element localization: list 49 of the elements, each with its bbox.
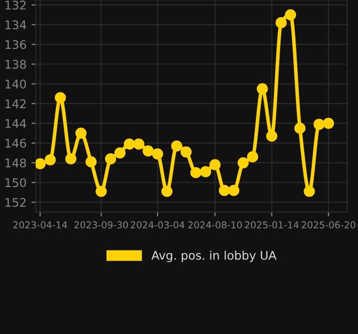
- point: [44, 154, 56, 166]
- point: [180, 146, 192, 158]
- x-tick-label: 2023-04-14: [13, 221, 68, 228]
- point: [276, 17, 287, 28]
- point: [124, 138, 135, 150]
- point: [256, 83, 268, 94]
- x-tick-label: 2025-06-20: [302, 221, 356, 228]
- point: [105, 153, 116, 164]
- point: [294, 122, 306, 134]
- point: [314, 118, 325, 130]
- y-tick-label: 134: [6, 20, 26, 30]
- y-tick-label: 136: [6, 40, 26, 50]
- y-tick-label: 132: [6, 0, 26, 10]
- point: [247, 151, 258, 162]
- y-tick-label: 152: [6, 198, 26, 207]
- point: [218, 184, 230, 196]
- y-tick-label: 150: [6, 178, 26, 188]
- x-tick-label: 2024-08-10: [188, 221, 242, 228]
- y-tick-label: 142: [6, 99, 26, 108]
- y-tick-label: 138: [6, 60, 26, 69]
- point: [54, 92, 66, 104]
- point: [65, 153, 76, 164]
- point: [209, 159, 221, 170]
- legend-label: Avg. pos. in lobby UA: [151, 250, 276, 262]
- y-tick-label: 144: [6, 119, 26, 128]
- point: [96, 186, 107, 197]
- point: [190, 167, 202, 178]
- x-tick-label: 2025-01-14: [244, 221, 299, 228]
- y-tick-label: 140: [6, 80, 26, 89]
- point: [171, 140, 182, 152]
- point: [86, 156, 97, 168]
- point: [284, 9, 296, 20]
- y-tick-label: 146: [6, 138, 26, 148]
- point: [238, 157, 249, 168]
- point: [152, 148, 164, 160]
- y-tick-label: 148: [6, 158, 26, 168]
- point: [266, 130, 278, 142]
- point: [304, 186, 315, 197]
- point: [114, 147, 126, 158]
- point: [200, 166, 212, 178]
- point: [322, 118, 334, 129]
- point: [36, 158, 46, 170]
- point: [161, 186, 173, 197]
- x-tick-label: 2023-09-30: [74, 221, 128, 228]
- point: [228, 184, 240, 196]
- x-tick-label: 2024-03-04: [130, 221, 184, 228]
- point: [142, 145, 154, 156]
- point: [133, 138, 144, 150]
- point: [75, 128, 87, 139]
